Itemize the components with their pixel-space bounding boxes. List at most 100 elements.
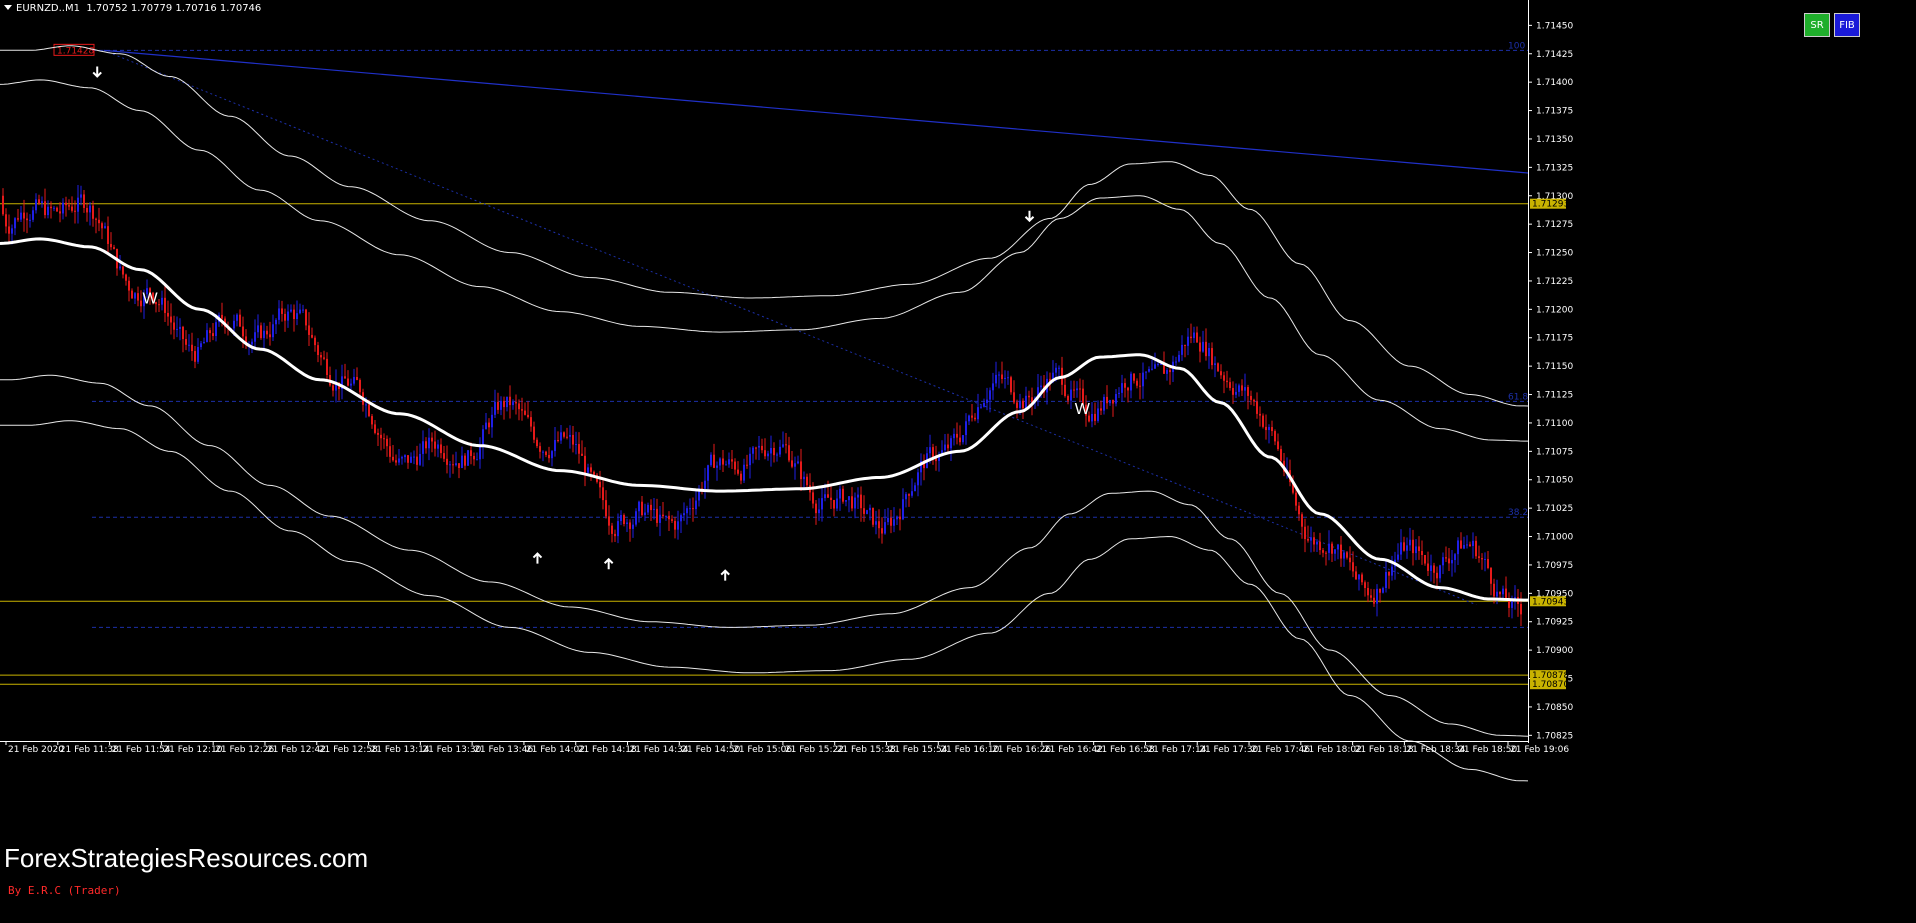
candle-body [698,488,700,501]
candle-body [323,357,325,359]
candle-body [746,464,748,466]
candle [1265,414,1267,440]
candle-body [1064,384,1066,397]
candle [1064,376,1066,398]
time-tick-label: 21 Feb 18:50 [1458,745,1517,755]
candle [662,502,664,519]
candle-body [962,435,964,443]
candle [1370,588,1372,601]
candle [971,404,973,422]
candle [1472,532,1474,559]
candle-body [836,498,838,509]
candle-body [1493,583,1495,597]
candle-body [1073,389,1075,391]
candle [734,458,736,475]
candle-body [233,320,235,329]
candle [1325,551,1327,566]
candle-body [446,458,448,465]
candle [545,450,547,458]
candle-body [980,406,982,408]
envelope-band-3 [0,374,1529,737]
candle-body [1331,543,1333,554]
candle [179,318,181,341]
candle-body [215,322,217,337]
candle [1259,406,1261,427]
candle-body [803,476,805,480]
candle [425,437,427,454]
price-tick-label: 1.70900 [1536,646,1573,656]
candle [53,205,55,212]
candle [605,490,607,519]
candle-body [1457,540,1459,555]
candle [626,518,628,533]
candle-body [317,345,319,356]
candle [602,480,604,510]
candle-body [1187,336,1189,346]
candle-body [896,516,898,520]
candle-body [1415,546,1417,554]
candle [752,445,754,464]
chevron-down-icon[interactable] [4,5,12,10]
candle [785,432,787,454]
candle-body [938,454,940,462]
candle [44,188,46,219]
time-tick-label: 21 Feb 2020 [8,745,64,755]
candle-body [1298,505,1300,515]
candle [1175,356,1177,366]
candle [479,437,481,469]
candle-body [986,399,988,403]
candle-body [335,382,337,391]
candle-body [1199,342,1201,352]
candle [422,430,424,467]
candle [1367,581,1369,603]
candle-body [32,210,34,220]
candle-body [272,324,274,338]
candle [377,428,379,446]
fib-button[interactable]: FIB [1834,13,1860,37]
candle-body [569,434,571,437]
candle [629,519,631,542]
candle [1145,371,1147,380]
candle-body [707,465,709,481]
candle-body [1484,558,1486,560]
candle [1196,326,1198,343]
candle [1133,372,1135,384]
candle-body [128,280,130,291]
candle-body [1481,558,1483,560]
candle [35,193,37,214]
candle-body [353,376,355,384]
candle [1079,378,1081,402]
candle-body [1124,383,1126,388]
candle-body [200,343,202,348]
candle-body [26,218,28,221]
candle [749,447,751,479]
candle [767,450,769,461]
candle-body [1250,395,1252,400]
candle-body [983,402,985,407]
candle [1130,371,1132,399]
sr-button[interactable]: SR [1804,13,1830,37]
candle [20,205,22,223]
candle [578,432,580,464]
candle-body [530,417,532,427]
candle [1277,433,1279,451]
candle-body [776,454,778,456]
sr-price-tag-label: 1.70878 [1532,671,1569,681]
envelope-bands [0,45,1529,782]
candle [392,445,394,462]
candle [1445,546,1447,562]
candle-body [1340,544,1342,559]
candle-body [383,438,385,440]
candle-body [761,445,763,451]
candle-body [1511,599,1513,608]
candle [533,421,535,444]
candle [1076,381,1078,398]
candle [86,202,88,222]
candle-body [971,415,973,418]
candle-body [887,517,889,523]
candle-body [257,325,259,333]
author-credit: By E.R.C (Trader) [8,884,121,897]
candle [977,393,979,424]
candle [1184,344,1186,358]
